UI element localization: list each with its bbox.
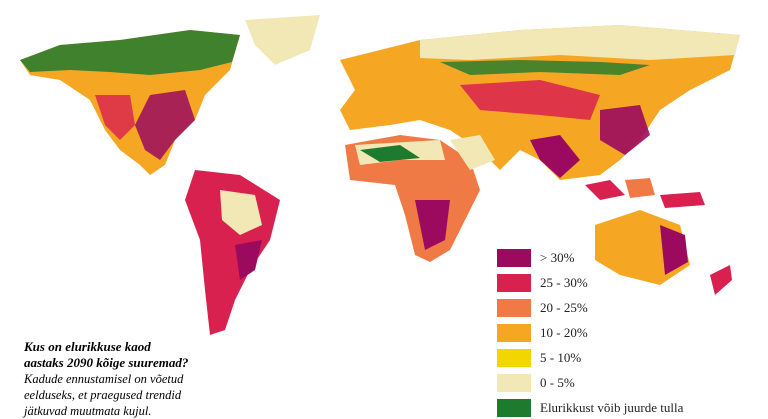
north-america-north xyxy=(20,30,240,75)
borneo xyxy=(625,178,655,198)
legend-swatch xyxy=(497,299,531,317)
caption: Kus on elurikkuse kaod aastaks 2090 kõig… xyxy=(22,339,189,418)
caption-title: Kus on elurikkuse kaod xyxy=(23,339,151,354)
legend-label: 25 - 30% xyxy=(540,275,588,290)
east-asia xyxy=(600,105,650,155)
boreal-band xyxy=(440,60,650,75)
southern-africa xyxy=(415,200,450,250)
legend-swatch xyxy=(497,249,531,267)
sahara-green xyxy=(360,145,420,162)
caption-text: Kadude ennustamisel on võetud xyxy=(23,372,184,386)
greenland xyxy=(245,15,320,65)
arabia xyxy=(450,135,495,170)
africa xyxy=(345,135,480,262)
legend-label: 20 - 25% xyxy=(540,300,588,315)
north-america-west xyxy=(95,95,135,140)
legend-label: 0 - 5% xyxy=(540,375,575,390)
legend-label: 5 - 10% xyxy=(540,350,581,365)
siberia xyxy=(420,25,740,60)
legend-label: 10 - 20% xyxy=(540,325,588,340)
sumatra xyxy=(585,180,625,200)
legend: > 30% 25 - 30% 20 - 25% 10 - 20% 5 - 10% 0 - … xyxy=(497,249,684,417)
caption-text: eelduseks, et praegused trendid xyxy=(24,388,182,402)
legend-label: Elurikkust võib juurde tulla xyxy=(540,400,684,415)
north-america-east xyxy=(135,90,195,160)
australia-east xyxy=(660,225,688,275)
legend-label: > 30% xyxy=(540,250,575,265)
legend-swatch xyxy=(497,274,531,292)
world-map xyxy=(20,15,740,335)
legend-swatch xyxy=(497,374,531,392)
caption-title: aastaks 2090 kõige suuremad? xyxy=(24,355,189,370)
central-asia xyxy=(460,80,600,120)
legend-swatch xyxy=(497,399,531,417)
new-zealand xyxy=(710,265,732,295)
caption-text: jätkuvad muutmata kujul. xyxy=(22,404,151,418)
legend-swatch xyxy=(497,324,531,342)
amazon-region xyxy=(220,190,262,235)
south-america-east xyxy=(235,240,262,280)
legend-swatch xyxy=(497,349,531,367)
india xyxy=(530,135,580,178)
new-guinea xyxy=(660,192,705,208)
